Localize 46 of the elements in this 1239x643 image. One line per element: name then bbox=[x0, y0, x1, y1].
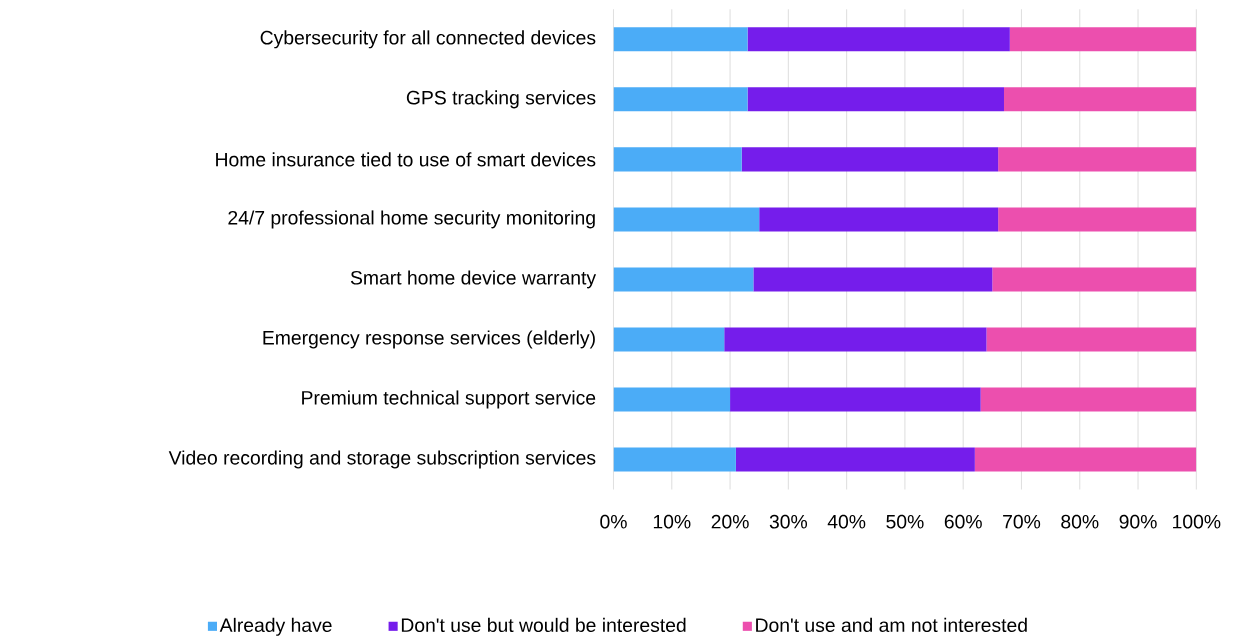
bar bbox=[613, 207, 760, 232]
bar bbox=[613, 147, 742, 172]
bar bbox=[747, 87, 1004, 112]
x-tick-label: 100% bbox=[1173, 514, 1221, 529]
x-tick-label: 50% bbox=[886, 514, 924, 529]
bar bbox=[613, 87, 748, 112]
y-tick-label: Emergency response services (elderly) bbox=[263, 330, 595, 349]
bar bbox=[974, 447, 1197, 472]
y-tick-label: GPS tracking services bbox=[406, 90, 596, 109]
bar bbox=[747, 27, 1010, 52]
bar bbox=[613, 447, 736, 472]
x-tick-label: 10% bbox=[653, 514, 691, 529]
bar bbox=[1009, 27, 1197, 52]
x-tick-label: 90% bbox=[1119, 514, 1157, 529]
x-tick-label: 30% bbox=[769, 514, 808, 529]
bar bbox=[735, 447, 975, 472]
bar bbox=[724, 327, 987, 352]
x-tick-label: 60% bbox=[944, 514, 982, 529]
legend-label: Don't use but would be interested bbox=[401, 617, 686, 633]
bar bbox=[1003, 87, 1197, 112]
bar bbox=[998, 147, 1197, 172]
bar bbox=[613, 267, 754, 292]
bar bbox=[753, 267, 993, 292]
y-tick-label: 24/7 professional home security monitoring bbox=[228, 210, 595, 229]
y-tick-label: Home insurance tied to use of smart devices bbox=[216, 152, 596, 167]
bar bbox=[613, 27, 748, 52]
x-tick-label: 0% bbox=[600, 514, 627, 529]
y-tick-label: Video recording and storage subscription services bbox=[168, 450, 596, 469]
y-tick-label: Premium technical support service bbox=[302, 390, 596, 409]
x-tick-label: 80% bbox=[1061, 514, 1099, 529]
legend-label: Don't use and am not interested bbox=[756, 617, 1027, 633]
bar bbox=[741, 147, 999, 172]
bar bbox=[980, 387, 1197, 412]
legend-label: Already have bbox=[219, 617, 332, 636]
x-tick-label: 70% bbox=[1003, 514, 1041, 529]
bar bbox=[613, 387, 731, 412]
bar bbox=[759, 207, 999, 232]
x-tick-label: 20% bbox=[711, 514, 749, 529]
bar bbox=[992, 267, 1197, 292]
bar bbox=[613, 327, 725, 352]
x-tick-label: 40% bbox=[827, 514, 866, 529]
bar bbox=[998, 207, 1197, 232]
y-tick-label: Smart home device warranty bbox=[350, 270, 597, 289]
bar bbox=[730, 387, 981, 412]
bar bbox=[986, 327, 1197, 352]
y-tick-label: Cybersecurity for all connected devices bbox=[260, 30, 596, 49]
